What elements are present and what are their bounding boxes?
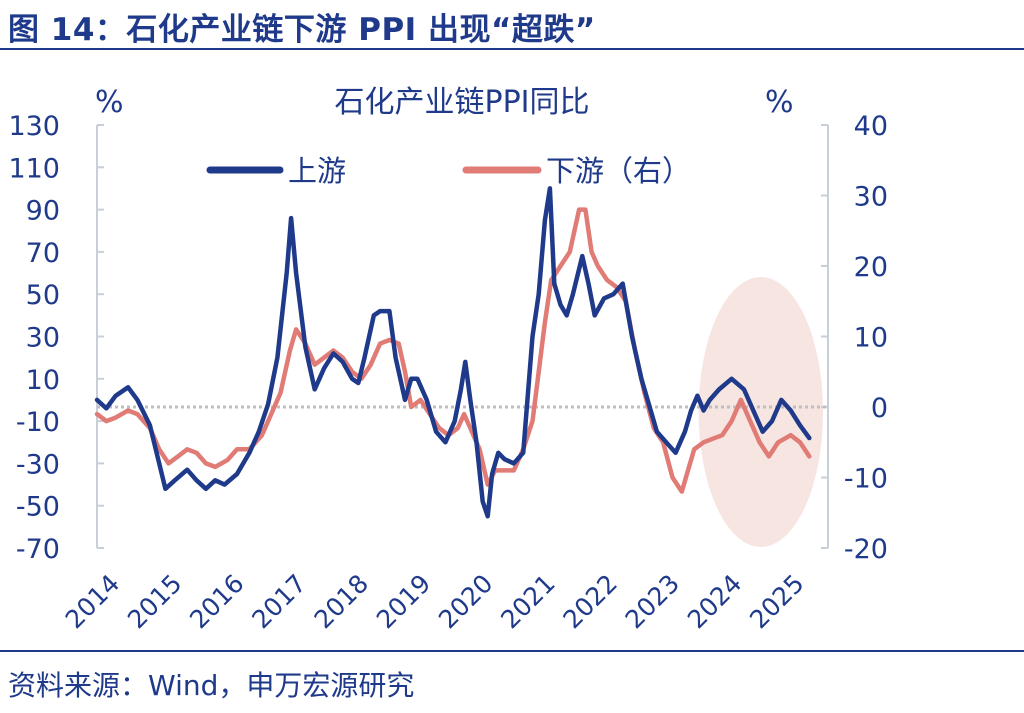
source-note: 资料来源：Wind，申万宏源研究: [8, 669, 415, 702]
x-tick-label: 2018: [309, 569, 374, 634]
right-tick-label: -20: [844, 534, 888, 565]
x-ticks: 2014201520162017201820192020202120222023…: [60, 569, 810, 634]
legend-label-upstream: 上游: [288, 154, 346, 188]
chart: 130 110 90 70 50 30 10 -10 -30 -50 -70 40 30 20 10 0 -1…: [8, 85, 888, 634]
right-axis-unit: %: [765, 85, 794, 120]
left-tick-label: 110: [8, 153, 60, 184]
right-tick-label: 30: [854, 182, 888, 213]
x-tick-label: 2014: [60, 569, 125, 634]
series-layer: [94, 186, 812, 519]
figure-title: 图 14：石化产业链下游 PPI 出现“超跌”: [8, 12, 596, 48]
left-axis-unit: %: [95, 85, 124, 120]
top-rule: [0, 48, 1024, 50]
x-tick-label: 2016: [184, 569, 249, 634]
right-tick-label: 10: [854, 323, 888, 354]
legend-label-downstream: 下游（右）: [546, 154, 691, 188]
left-tick-label: 10: [26, 365, 60, 396]
x-tick-label: 2022: [557, 569, 622, 634]
left-tick-label: -50: [16, 492, 60, 523]
right-tick-label: 20: [854, 252, 888, 283]
left-tick-label: -10: [16, 407, 60, 438]
x-tick-label: 2025: [744, 569, 809, 634]
bottom-rule: [0, 650, 1024, 652]
left-tick-label: 90: [26, 196, 60, 227]
x-tick-label: 2021: [495, 569, 560, 634]
left-tick-label: 50: [26, 280, 60, 311]
right-ticks: 40 30 20 10 0 -10 -20: [821, 111, 888, 565]
series-line-downstream: [94, 207, 812, 494]
highlight-layer: [698, 277, 824, 547]
x-tick-label: 2020: [433, 569, 498, 634]
left-tick-label: -70: [16, 534, 60, 565]
left-tick-label: -30: [16, 449, 60, 480]
x-tick-label: 2017: [246, 569, 311, 634]
highlight-ellipse: [698, 277, 824, 547]
series-line-upstream: [94, 186, 812, 519]
legend: 上游 下游（右）: [206, 154, 691, 188]
right-tick-label: 0: [871, 393, 888, 424]
left-tick-label: 70: [26, 238, 60, 269]
x-tick-label: 2019: [371, 569, 436, 634]
chart-title: 石化产业链PPI同比: [334, 85, 589, 120]
right-tick-label: -10: [844, 464, 888, 495]
left-tick-label: 130: [8, 111, 60, 142]
x-tick-label: 2015: [122, 569, 187, 634]
left-ticks: 130 110 90 70 50 30 10 -10 -30 -50 -70: [8, 111, 104, 565]
x-tick-label: 2023: [620, 569, 685, 634]
right-tick-label: 40: [854, 111, 888, 142]
x-tick-label: 2024: [682, 569, 747, 634]
left-tick-label: 30: [26, 323, 60, 354]
